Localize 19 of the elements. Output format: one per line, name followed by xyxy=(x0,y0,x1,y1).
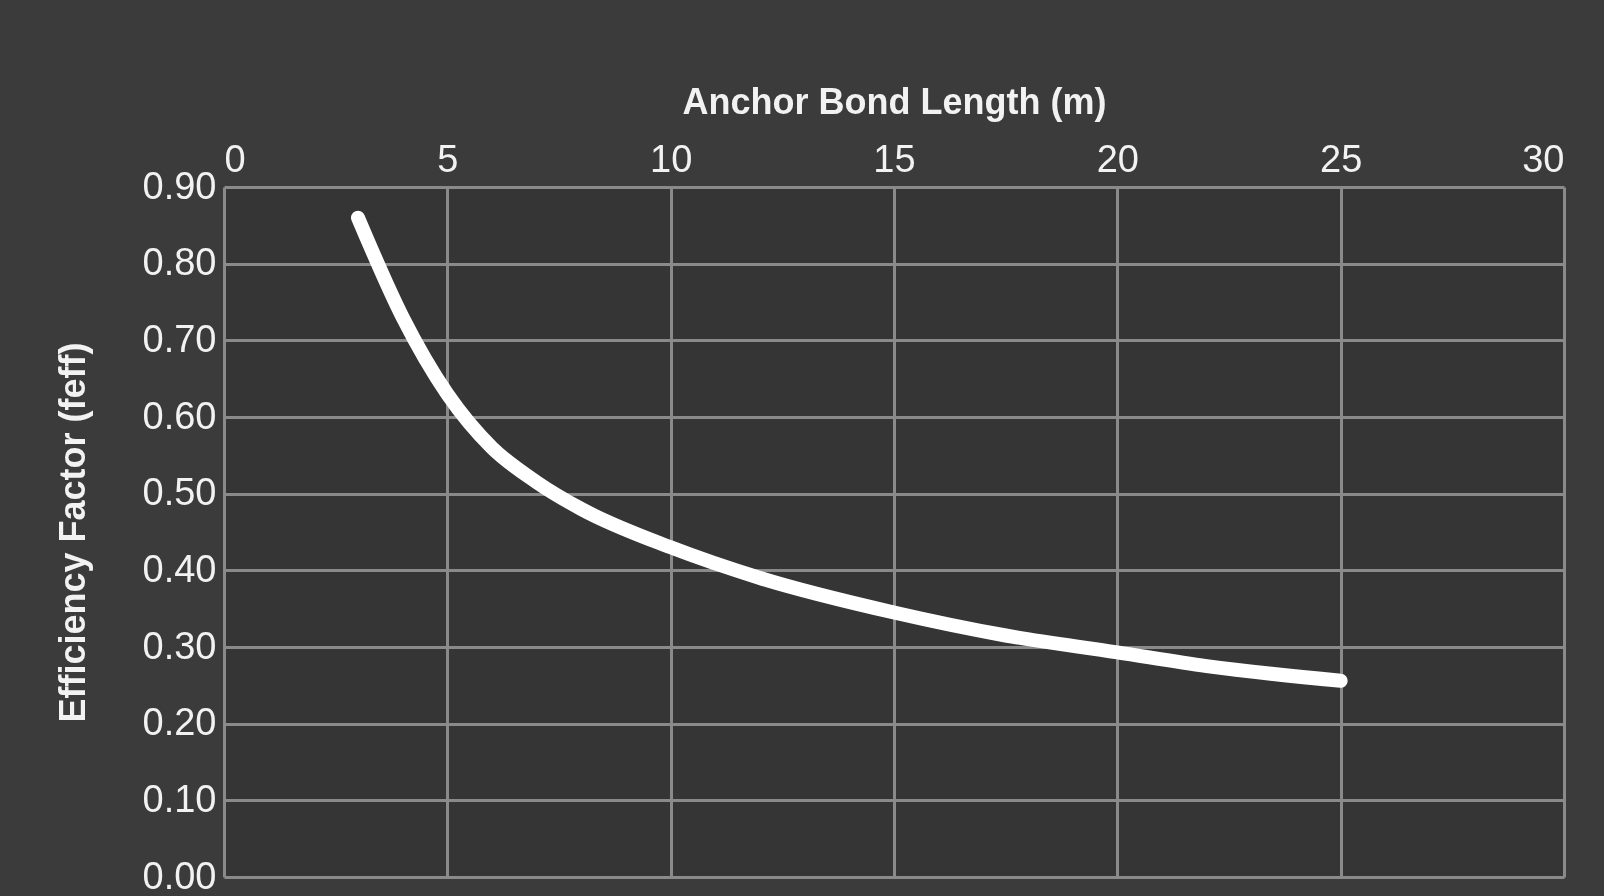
x-tick-label: 10 xyxy=(650,137,693,180)
y-tick-label: 0.70 xyxy=(142,317,217,360)
y-tick-label: 0.60 xyxy=(142,394,217,437)
y-tick-label: 0.30 xyxy=(142,624,217,667)
x-tick-label: 15 xyxy=(873,137,916,180)
y-tick-label: 0.20 xyxy=(142,701,217,744)
x-tick-label: 30 xyxy=(1522,137,1565,180)
y-tick-label: 0.10 xyxy=(142,777,217,820)
y-tick-label: 0.50 xyxy=(142,471,217,514)
x-tick-label: 25 xyxy=(1320,137,1363,180)
x-tick-label: 20 xyxy=(1096,137,1139,180)
x-tick-label: 5 xyxy=(437,137,459,180)
y-tick-label: 0.80 xyxy=(142,241,217,284)
x-axis-title: Anchor Bond Length (m) xyxy=(682,80,1107,122)
y-tick-label: 0.40 xyxy=(142,547,217,590)
y-tick-label: 0.90 xyxy=(142,164,217,207)
y-tick-label: 0.00 xyxy=(142,854,217,896)
x-tick-label: 0 xyxy=(224,137,246,180)
y-axis-title: Efficiency Factor (feff) xyxy=(51,342,93,723)
